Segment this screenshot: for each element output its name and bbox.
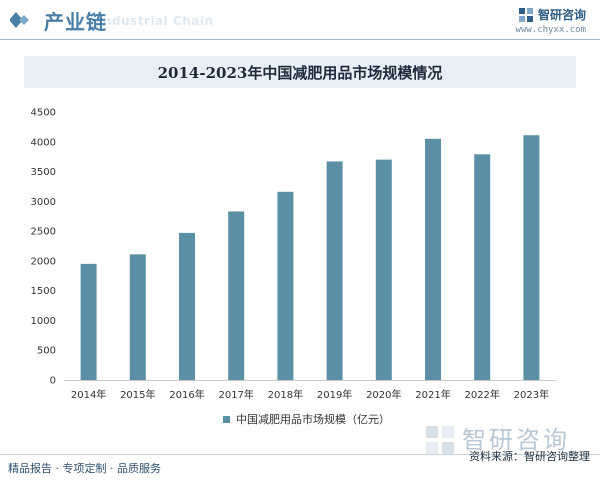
section-title: 产业链 — [44, 10, 107, 34]
header-divider — [0, 39, 600, 40]
section-watermark: Industrial Chain — [98, 14, 214, 28]
x-tick-label: 2016年 — [169, 388, 204, 401]
x-tick-label: 2017年 — [218, 388, 253, 401]
watermark-logo-icon — [426, 426, 454, 454]
y-tick-label: 2000 — [31, 256, 56, 267]
bar — [277, 191, 294, 380]
y-tick-label: 3500 — [31, 167, 56, 178]
x-tick-label: 2023年 — [514, 388, 549, 401]
bar — [326, 161, 343, 380]
x-tick-label: 2018年 — [268, 388, 303, 401]
brand-name: 智研咨询 — [537, 8, 586, 22]
watermark-text: 智研咨询 — [462, 426, 570, 454]
brand-row: 智研咨询 — [516, 6, 586, 23]
y-tick-label: 0 — [50, 376, 56, 387]
x-tick-label: 2022年 — [464, 388, 499, 401]
y-tick-label: 2500 — [31, 227, 56, 238]
brand-logo-icon — [518, 7, 533, 22]
y-tick-label: 1000 — [31, 316, 56, 327]
footer-divider — [0, 454, 600, 455]
bar — [179, 232, 195, 380]
x-tick-label: 2019年 — [317, 388, 352, 401]
brand: 智研咨询 www.chyxx.com — [516, 6, 586, 35]
footer-slogan: 精品报告 · 专项定制 · 品质服务 — [8, 462, 161, 475]
bar — [474, 154, 491, 380]
bar — [375, 159, 392, 380]
x-tick-label: 2015年 — [120, 388, 155, 401]
x-tick-label: 2021年 — [415, 388, 450, 401]
y-tick-label: 4000 — [31, 137, 56, 148]
bar — [523, 135, 540, 380]
bar — [228, 211, 245, 380]
bar — [425, 138, 441, 380]
bar — [80, 263, 97, 380]
chart-title-box: 2014-2023年中国减肥用品市场规模情况 — [24, 56, 576, 88]
bar — [129, 254, 146, 380]
y-tick-label: 4500 — [31, 108, 56, 119]
chart-title: 2014-2023年中国减肥用品市场规模情况 — [157, 63, 443, 82]
y-tick-label: 1500 — [31, 286, 56, 297]
header: Industrial Chain 产业链 智研咨询 www.chyxx.com — [0, 0, 600, 40]
x-tick-label: 2014年 — [71, 388, 106, 401]
y-tick-label: 3000 — [31, 197, 56, 208]
diamond-icon — [10, 12, 29, 28]
legend-swatch — [223, 416, 230, 423]
source-note: 资料来源：智研咨询整理 — [469, 450, 590, 463]
brand-url: www.chyxx.com — [515, 25, 586, 35]
y-tick-label: 500 — [37, 346, 56, 357]
x-tick-label: 2020年 — [366, 388, 401, 401]
header-bar — [0, 0, 600, 40]
legend-label: 中国减肥用品市场规模（亿元） — [236, 412, 390, 426]
